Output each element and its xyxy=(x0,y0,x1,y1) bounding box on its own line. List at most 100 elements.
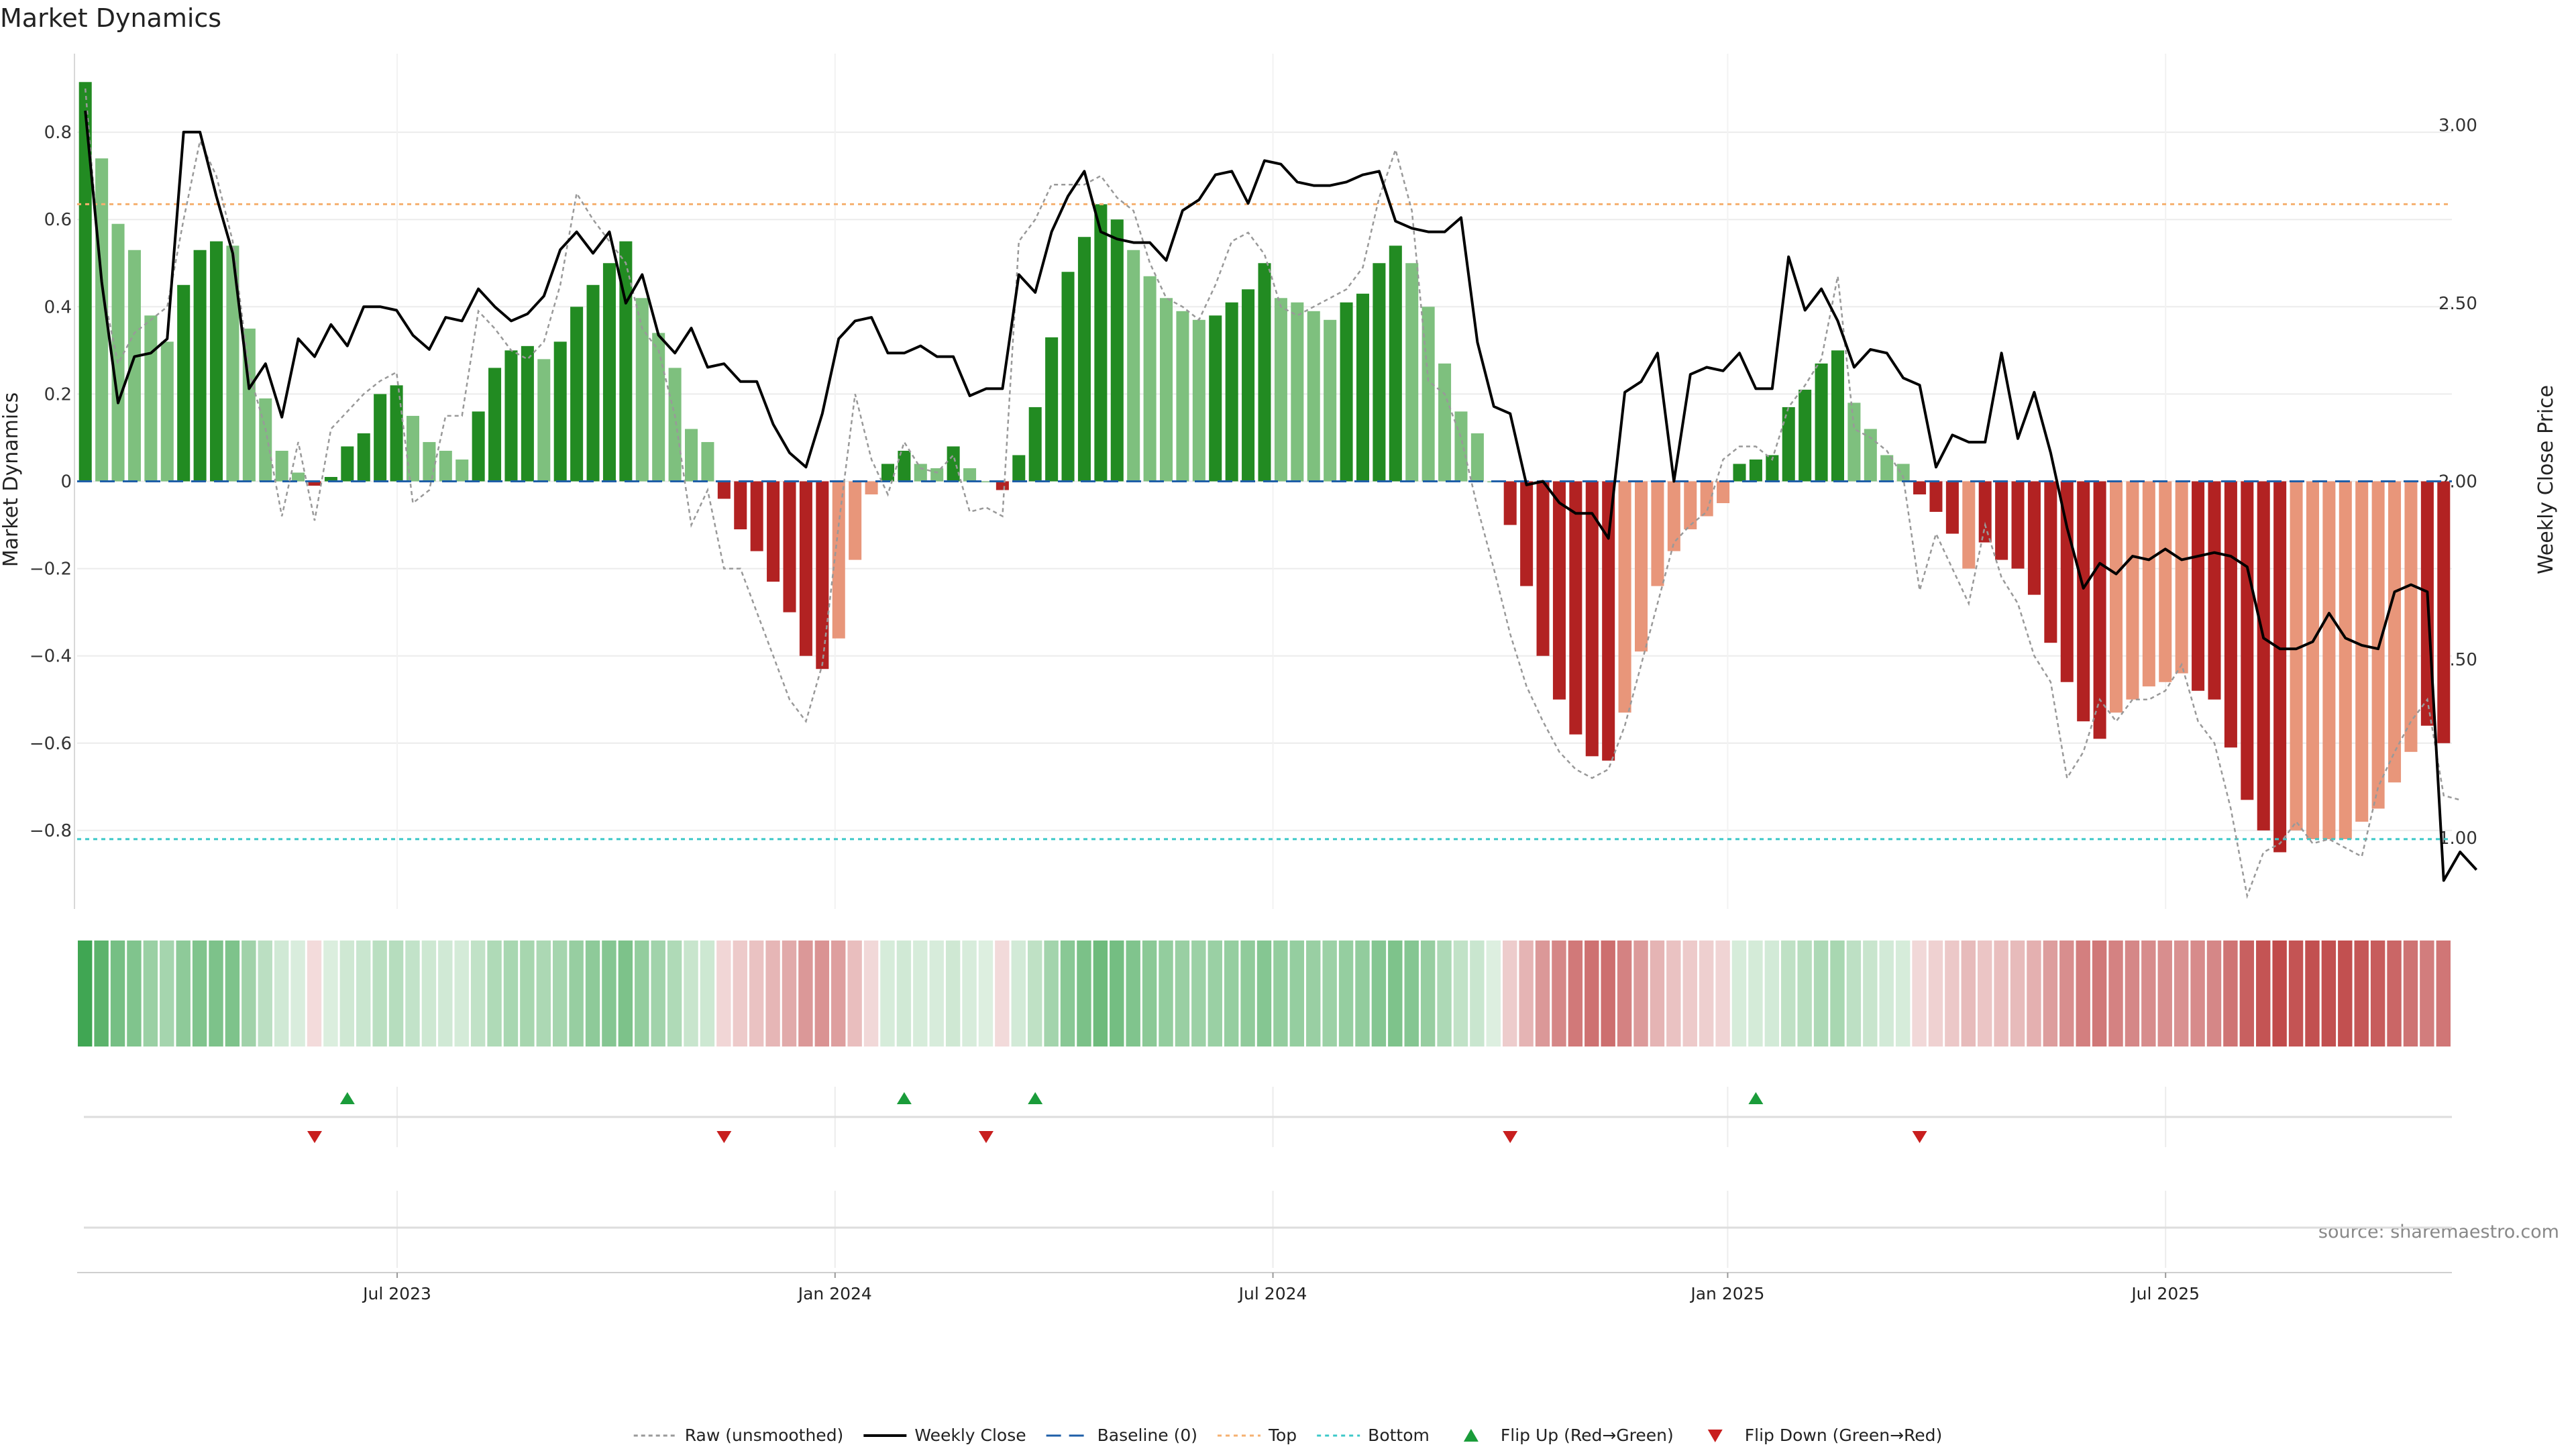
regime-strip-cell xyxy=(2125,941,2140,1046)
market-dynamics-bar xyxy=(1864,429,1877,482)
y2-tick-label: 2.50 xyxy=(2438,294,2477,314)
regime-strip-cell xyxy=(2305,941,2320,1046)
x-tick-label: Jan 2024 xyxy=(797,1284,872,1303)
flip-down-marker xyxy=(716,1131,732,1143)
regime-strip-cell xyxy=(1110,941,1124,1046)
regime-strip-cell xyxy=(1191,941,1206,1046)
market-dynamics-bar xyxy=(423,441,436,482)
market-dynamics-bar xyxy=(226,246,239,482)
regime-strip-cell xyxy=(454,941,469,1046)
market-dynamics-bar xyxy=(1340,302,1353,482)
market-dynamics-bar xyxy=(111,223,125,482)
market-dynamics-bar xyxy=(341,446,354,482)
flip-up-marker xyxy=(1028,1092,1043,1104)
market-dynamics-bar xyxy=(1733,464,1746,482)
regime-strip-cell xyxy=(2272,941,2287,1046)
market-dynamics-bar xyxy=(684,429,698,482)
regime-strip-cell xyxy=(1994,941,2008,1046)
x-tick-label: Jul 2024 xyxy=(1238,1284,1307,1303)
regime-strip-cell xyxy=(372,941,387,1046)
market-dynamics-bar xyxy=(1307,311,1320,482)
market-dynamics-bar xyxy=(668,368,682,482)
market-dynamics-bar xyxy=(849,481,862,560)
market-dynamics-bar xyxy=(292,472,305,482)
regime-strip-cell xyxy=(1797,941,1812,1046)
regime-strip-cell xyxy=(553,941,568,1046)
regime-strip-cell xyxy=(225,941,240,1046)
regime-strip-cell xyxy=(1945,941,1960,1046)
market-dynamics-bar xyxy=(1847,402,1861,482)
market-dynamics-bar xyxy=(865,481,878,495)
regime-strip-cell xyxy=(1617,941,1632,1046)
market-dynamics-bar xyxy=(1324,319,1337,482)
flip-down-marker xyxy=(978,1131,994,1143)
regime-strip-cell xyxy=(1240,941,1255,1046)
market-dynamics-bar xyxy=(898,450,911,482)
regime-strip-cell xyxy=(716,941,731,1046)
regime-strip-cell xyxy=(192,941,207,1046)
market-dynamics-bar xyxy=(1799,389,1812,482)
market-dynamics-bar xyxy=(1503,481,1517,525)
market-dynamics-bar xyxy=(357,433,370,482)
market-dynamics-bar xyxy=(2355,481,2369,822)
market-dynamics-bar xyxy=(537,359,551,482)
regime-strip-cell xyxy=(2256,941,2271,1046)
regime-strip-cell xyxy=(1764,941,1780,1046)
regime-strip-cell xyxy=(2321,941,2337,1046)
market-dynamics-bar xyxy=(1094,204,1108,482)
market-dynamics-bar xyxy=(1028,407,1042,482)
market-dynamics-bar xyxy=(2224,481,2237,748)
x-tick-label: Jul 2023 xyxy=(362,1284,431,1303)
market-dynamics-bar xyxy=(2044,481,2057,643)
regime-strip-cell xyxy=(1650,941,1665,1046)
market-dynamics-bar xyxy=(1077,237,1091,482)
regime-strip-cell xyxy=(127,941,142,1046)
regime-strip-cell xyxy=(2092,941,2107,1046)
y-tick-label: −0.4 xyxy=(30,647,72,667)
market-dynamics-bar xyxy=(1552,481,1566,700)
y-tick-label: 0 xyxy=(60,472,72,492)
market-dynamics-bar xyxy=(1405,263,1419,482)
regime-strip-cell xyxy=(635,941,649,1046)
regime-strip-cell xyxy=(2043,941,2058,1046)
market-dynamics-bar xyxy=(374,394,387,482)
market-dynamics-bar xyxy=(1880,455,1894,482)
weekly-close-line xyxy=(84,110,2478,882)
y-tick-label: 0.8 xyxy=(44,123,72,143)
legend-label: Weekly Close xyxy=(914,1426,1026,1445)
regime-strip-cell xyxy=(1568,941,1583,1046)
market-dynamics-bar xyxy=(1242,289,1255,482)
regime-strip-cell xyxy=(274,941,289,1046)
regime-strip-cell xyxy=(2174,941,2189,1046)
market-dynamics-bar xyxy=(1454,411,1468,482)
regime-strip-cell xyxy=(1470,941,1485,1046)
regime-strip-cell xyxy=(749,941,764,1046)
market-dynamics-bar xyxy=(881,464,895,482)
market-dynamics-bar xyxy=(78,82,92,482)
market-dynamics-bar xyxy=(160,341,174,482)
regime-strip-cell xyxy=(1682,941,1697,1046)
market-dynamics-bar xyxy=(947,446,960,482)
regime-strip-cell xyxy=(765,941,780,1046)
market-dynamics-bar xyxy=(1717,481,1730,504)
regime-strip-cell xyxy=(1519,941,1534,1046)
flip-up-marker xyxy=(339,1092,355,1104)
market-dynamics-bar xyxy=(1209,315,1222,482)
regime-strip-cell xyxy=(323,941,338,1046)
market-dynamics-bar xyxy=(308,481,321,486)
market-dynamics-bar xyxy=(1176,311,1189,482)
regime-strip-cell xyxy=(1338,941,1354,1046)
market-dynamics-bar xyxy=(767,481,780,582)
y-tick-label: 0.6 xyxy=(44,210,72,230)
market-dynamics-bar xyxy=(1634,481,1648,652)
market-dynamics-bar xyxy=(783,481,796,612)
market-dynamics-bar xyxy=(2339,481,2352,839)
regime-strip-cell xyxy=(2076,941,2090,1046)
legend-label: Flip Down (Green→Red) xyxy=(1745,1426,1943,1445)
regime-strip-cell xyxy=(798,941,813,1046)
empty-lower-panel xyxy=(84,1191,2452,1268)
regime-strip-cell xyxy=(1322,941,1337,1046)
market-dynamics-bar xyxy=(963,468,977,482)
market-dynamics-bar xyxy=(1569,481,1582,735)
market-dynamics-bar xyxy=(1815,363,1828,482)
